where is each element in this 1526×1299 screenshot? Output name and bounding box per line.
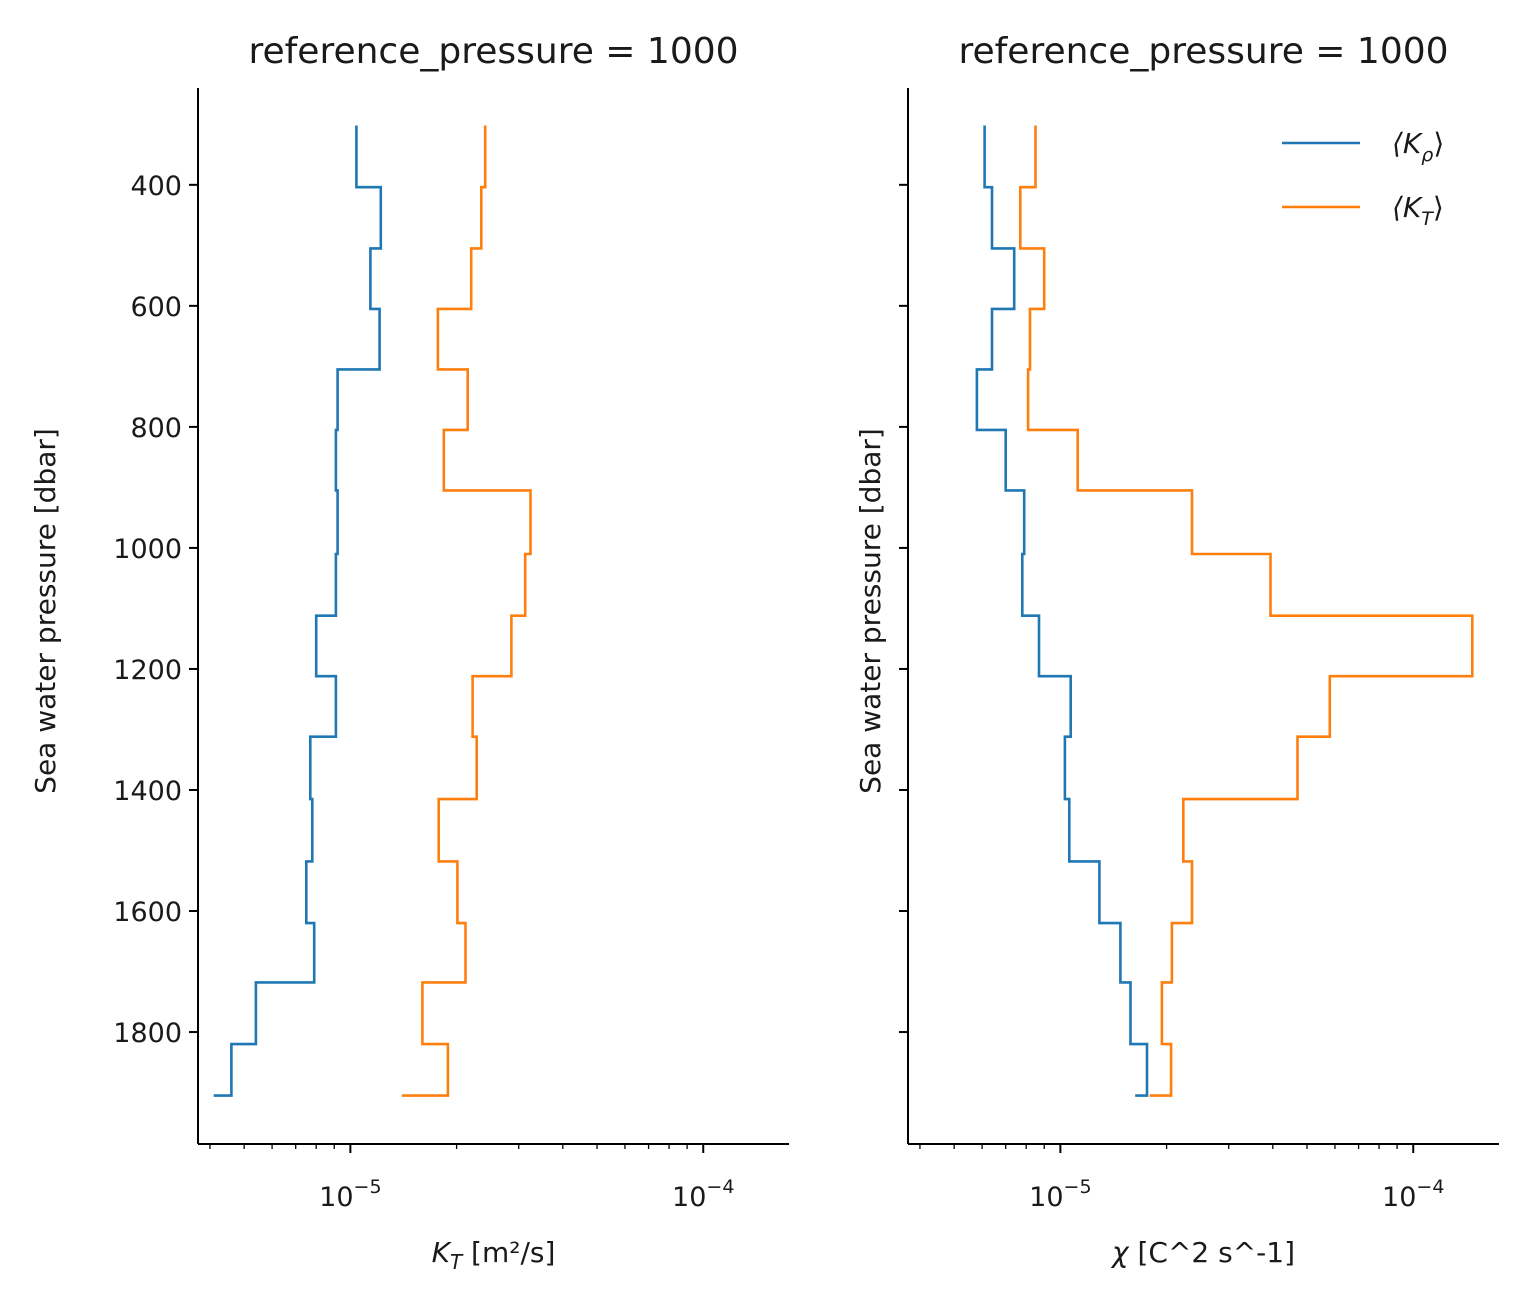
x-tick-exponent: −5 [354, 1176, 382, 1198]
chart-title: reference_pressure = 1000 [958, 31, 1448, 72]
legend-subscript: T [1421, 208, 1434, 230]
x-tick-label: 10−5 [319, 1176, 381, 1213]
x-label-symbol: K [432, 1236, 453, 1269]
x-tick-label: 10−5 [1029, 1176, 1091, 1213]
legend-symbol: ⟨K [1392, 191, 1424, 224]
y-axis-label: Sea water pressure [dbar] [29, 428, 62, 794]
y-axis-label: Sea water pressure [dbar] [854, 428, 887, 794]
legend-bracket: ⟩ [1433, 127, 1444, 160]
y-tick-label: 1200 [113, 655, 182, 686]
chart-title: reference_pressure = 1000 [248, 31, 738, 72]
y-tick-label: 1600 [113, 897, 182, 928]
y-tick-label: 400 [130, 171, 182, 202]
legend-subscript: ρ [1421, 144, 1433, 166]
x-tick-base: 10 [319, 1182, 353, 1213]
x-label-units: [m²/s] [462, 1236, 555, 1269]
x-label-symbol: χ [1110, 1236, 1130, 1269]
y-tick-label: 1800 [113, 1018, 182, 1049]
x-label-units: [C^2 s^-1] [1129, 1236, 1295, 1269]
series-line-2 [401, 125, 532, 1097]
series-line-1 [213, 125, 383, 1097]
x-tick-exponent: −4 [706, 1176, 734, 1198]
series-line-2 [1019, 125, 1474, 1097]
x-tick-label: 10−4 [672, 1176, 734, 1213]
x-label-subscript: T [450, 1250, 464, 1274]
x-axis-label: χ [C^2 s^-1] [1110, 1236, 1295, 1269]
y-tick-label: 1000 [113, 534, 182, 565]
x-tick-base: 10 [672, 1182, 706, 1213]
x-tick-base: 10 [1029, 1182, 1063, 1213]
y-tick-label: 600 [130, 292, 182, 323]
x-tick-label: 10−4 [1382, 1176, 1444, 1213]
series-line-1 [975, 125, 1149, 1097]
legend-label: ⟨Kρ⟩ [1392, 127, 1444, 166]
y-tick-label: 1400 [113, 776, 182, 807]
x-tick-exponent: −4 [1416, 1176, 1444, 1198]
x-tick-exponent: −5 [1064, 1176, 1092, 1198]
legend-symbol: ⟨K [1392, 127, 1424, 160]
y-tick-label: 800 [130, 413, 182, 444]
x-tick-base: 10 [1382, 1182, 1416, 1213]
legend-bracket: ⟩ [1433, 191, 1444, 224]
chart-panel-1: reference_pressure = 1000 400 600 800 1000 12… [29, 31, 789, 1274]
legend-label: ⟨KT⟩ [1392, 191, 1444, 230]
x-axis-label: KT [m²/s] [432, 1236, 556, 1274]
